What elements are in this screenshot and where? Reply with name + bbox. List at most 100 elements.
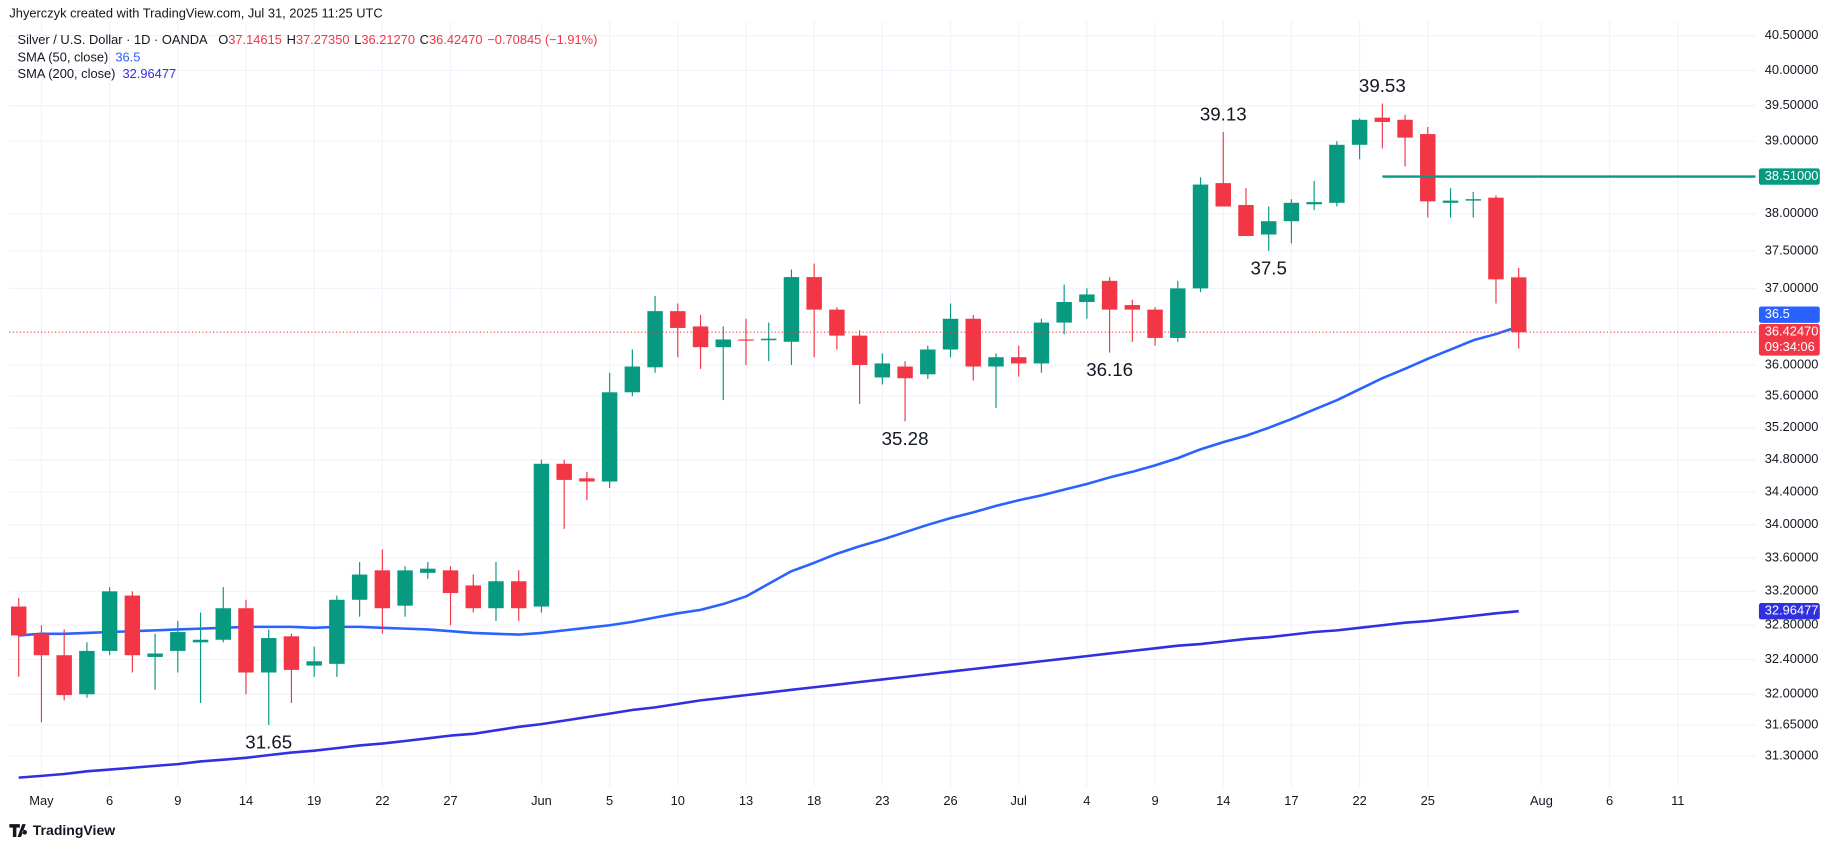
candle-body <box>510 581 527 609</box>
candle-body <box>897 366 913 379</box>
y-tick-label: 35.60000 <box>1765 388 1819 403</box>
y-tick-label: 31.30000 <box>1765 747 1819 762</box>
candle-body <box>1192 184 1209 289</box>
candle-body <box>79 650 95 695</box>
candle-body <box>670 311 686 328</box>
candle-body <box>1420 134 1436 202</box>
x-tick-label: 14 <box>1216 793 1230 808</box>
price-annotation: 36.16 <box>1086 359 1133 380</box>
series-value-box <box>1758 306 1820 323</box>
y-tick-label: 39.50000 <box>1765 97 1819 112</box>
x-tick-label: 23 <box>875 793 889 808</box>
candle-body <box>1397 119 1413 138</box>
candle-body <box>283 636 300 670</box>
candle-body <box>1510 277 1527 333</box>
x-tick-label: 6 <box>106 793 113 808</box>
candle-body <box>988 357 1004 367</box>
ohlc-key: C <box>420 33 429 48</box>
price-annotation: 39.53 <box>1359 75 1406 96</box>
candle-body <box>579 478 595 482</box>
candle-body <box>692 326 709 348</box>
candle-body <box>101 591 118 651</box>
attribution: Jhyerczyk created with TradingView.com, … <box>9 6 382 21</box>
x-tick-label: 10 <box>671 793 685 808</box>
y-tick-label: 34.40000 <box>1765 483 1819 498</box>
candle-body <box>238 608 254 673</box>
ohlc-value: 36.21270 <box>361 33 415 48</box>
candle-body <box>170 632 186 651</box>
candle-body <box>556 463 572 480</box>
sma-line <box>18 609 1519 779</box>
y-tick-label: 37.00000 <box>1765 280 1819 295</box>
indicator-value: 36.5 <box>115 50 140 65</box>
y-tick-label: 34.80000 <box>1765 451 1819 466</box>
series-value-label: 36.5 <box>1765 306 1790 321</box>
candle-body <box>1465 199 1481 201</box>
price-annotation: 39.13 <box>1200 103 1247 124</box>
x-tick-label: 18 <box>807 793 821 808</box>
series-value-box <box>1758 603 1820 620</box>
x-tick-label: Aug <box>1530 793 1553 808</box>
candle-body <box>1374 117 1391 122</box>
y-tick-label: 37.50000 <box>1765 242 1819 257</box>
sma-line <box>18 325 1520 637</box>
candle-body <box>215 608 231 640</box>
overlay: 31.30000 31.65000 32.00000 32.40000 32.80000… <box>9 27 1820 808</box>
candle-body <box>601 392 618 482</box>
x-tick-label: 13 <box>739 793 753 808</box>
candle-body <box>783 277 800 342</box>
brand: TradingView <box>33 822 115 838</box>
y-tick-label: 40.00000 <box>1765 62 1819 77</box>
candle-body <box>192 639 209 643</box>
footer-logo: TradingView <box>9 822 115 838</box>
candle-body <box>533 463 550 607</box>
y-tick-label: 35.20000 <box>1765 419 1819 434</box>
candle-body <box>465 585 481 609</box>
series-value-label: 32.96477 <box>1765 603 1819 618</box>
ohlc-key: O <box>218 33 228 48</box>
candle-body <box>1170 288 1186 338</box>
last-price-box <box>1758 324 1820 356</box>
x-tick-label: 9 <box>174 793 181 808</box>
x-tick-label: 25 <box>1421 793 1435 808</box>
candle-body <box>1238 205 1254 236</box>
candle-body <box>1283 202 1300 222</box>
candle-body <box>442 570 459 594</box>
x-tick-label: 5 <box>606 793 613 808</box>
y-tick-label: 32.80000 <box>1765 617 1819 632</box>
symbol: Silver / U.S. Dollar · 1D · OANDA <box>18 33 208 48</box>
price-annotation: 31.65 <box>245 732 292 753</box>
x-tick-label: Jun <box>531 793 552 808</box>
last-price-label: 36.42470 <box>1765 324 1819 339</box>
candle-body <box>1079 294 1095 303</box>
indicator-name: SMA (50, close) <box>18 50 109 65</box>
candle-body <box>942 318 959 350</box>
candle-body <box>351 574 368 600</box>
candle-body <box>1329 144 1345 203</box>
x-tick-label: 27 <box>443 793 457 808</box>
x-tick-label: 14 <box>239 793 253 808</box>
x-tick-label: 19 <box>307 793 321 808</box>
y-tick-label: 34.00000 <box>1765 516 1819 531</box>
change: −0.70845 (−1.91%) <box>487 33 597 48</box>
y-tick-label: 31.65000 <box>1765 716 1819 731</box>
candle-body <box>397 570 413 606</box>
x-tick-label: 26 <box>943 793 957 808</box>
candle-body <box>624 366 641 393</box>
candle-body <box>10 606 27 636</box>
indicator-value: 32.96477 <box>122 66 176 81</box>
plot-area <box>10 103 1527 779</box>
candle-body <box>1101 280 1118 310</box>
ohlc-value: 37.14615 <box>228 33 282 48</box>
candle-body <box>1056 302 1072 323</box>
candle-body <box>1488 197 1504 280</box>
candle-body <box>488 581 504 609</box>
candle-body <box>1010 357 1027 364</box>
candle-body <box>1215 183 1231 207</box>
candle-body <box>760 338 777 341</box>
ohlc-key: L <box>354 33 361 48</box>
x-tick-label: 11 <box>1671 793 1684 808</box>
